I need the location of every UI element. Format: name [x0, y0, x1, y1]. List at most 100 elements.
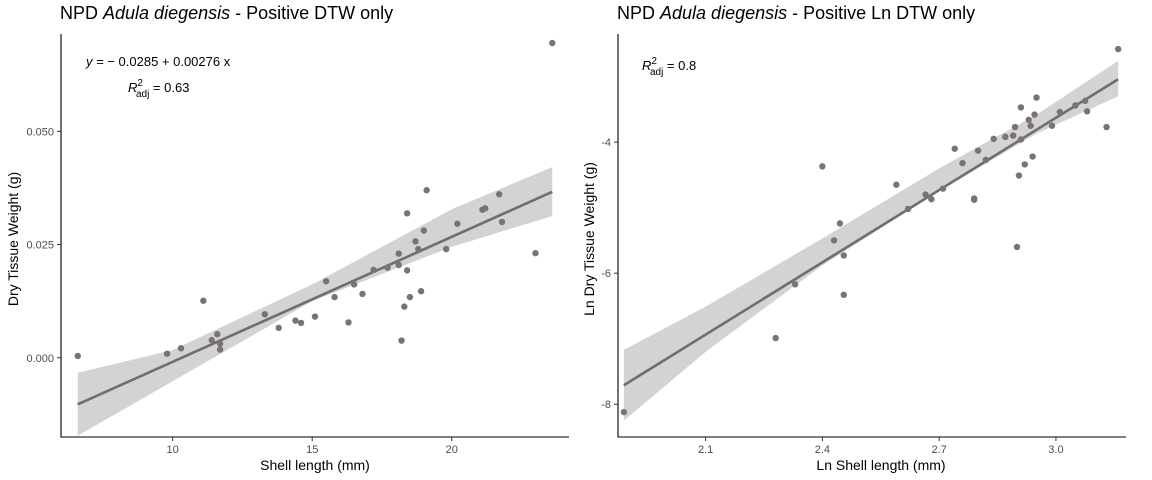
y-tick-label: -4 — [601, 137, 611, 149]
x-axis-label: Shell length (mm) — [260, 457, 370, 473]
data-point — [840, 291, 847, 299]
data-point — [970, 196, 978, 203]
data-point — [498, 218, 506, 226]
r2-symbol: R — [128, 80, 137, 95]
chart-title-species: Adula diegensis — [103, 3, 231, 23]
data-point — [395, 261, 402, 269]
data-point — [840, 252, 847, 259]
data-point — [772, 334, 779, 342]
r-squared-annotation: R2 adj = 0.8 — [642, 56, 696, 78]
data-point — [1021, 161, 1028, 168]
data-point — [384, 264, 391, 271]
r2-value: = 0.63 — [149, 80, 189, 95]
data-point — [532, 249, 539, 257]
y-tick-label: 0.025 — [26, 240, 54, 252]
data-point — [261, 311, 268, 318]
chart-panel-dtw: NPD Adula diegensis - Positive DTW only … — [5, 3, 569, 473]
data-point — [1009, 132, 1017, 139]
data-point — [939, 185, 947, 192]
equation-lhs: y = — [85, 54, 107, 69]
y-tick-label: -8 — [601, 399, 611, 411]
data-point — [893, 181, 900, 188]
data-point — [163, 350, 171, 357]
data-point — [982, 156, 990, 164]
data-point — [791, 281, 799, 288]
x-tick-label: 15 — [306, 444, 318, 456]
data-point — [990, 135, 997, 143]
x-tick-label: 3.0 — [1048, 444, 1063, 456]
r2-subscript: adj — [136, 89, 149, 100]
regression-line — [77, 190, 553, 406]
y-axis-label: Dry Tissue Weight (g) — [5, 172, 21, 306]
data-point — [442, 245, 450, 253]
data-point — [311, 313, 319, 320]
data-point — [1017, 136, 1025, 143]
chart-panel-ln-dtw: NPD Adula diegensis - Positive Ln DTW on… — [576, 0, 1152, 480]
chart-title-prefix: NPD — [60, 3, 104, 23]
x-tick-label: 2.4 — [815, 444, 830, 456]
y-axis-label: Ln Dry Tissue Weight (g) — [581, 162, 597, 316]
regression-equation: y = − 0.0285 + 0.00276 x — [85, 54, 231, 69]
data-point — [974, 147, 982, 154]
data-point — [1115, 45, 1122, 53]
data-point — [417, 287, 425, 295]
data-point — [403, 267, 411, 274]
r2-value: = 0.8 — [663, 58, 696, 73]
data-point — [406, 293, 414, 301]
data-point — [1029, 153, 1036, 160]
chart-title-suffix: - Positive Ln DTW only — [787, 3, 976, 23]
x-axis-label: Ln Shell length (mm) — [816, 457, 945, 473]
regression-line — [623, 78, 1119, 387]
data-point — [275, 324, 282, 332]
chart-plot-area: 2.1 2.4 2.7 3.0-8-6-4 Ln Shell length (mm) … — [581, 34, 1126, 473]
data-point — [200, 297, 207, 304]
data-point — [415, 245, 422, 253]
x-tick-label: 20 — [446, 444, 458, 456]
confidence-band — [77, 167, 553, 436]
chart-title-prefix: NPD — [617, 3, 661, 23]
confidence-band — [623, 60, 1119, 421]
data-point — [1081, 97, 1089, 105]
data-point — [208, 336, 215, 344]
data-point — [1015, 172, 1023, 179]
data-point — [1002, 133, 1009, 141]
data-point — [959, 159, 966, 167]
data-point — [819, 163, 826, 170]
data-point — [454, 220, 461, 227]
data-point — [1048, 122, 1056, 129]
y-tick-label: 0.050 — [26, 126, 54, 138]
data-point — [1033, 94, 1040, 101]
data-point — [297, 319, 305, 327]
data-point — [423, 187, 430, 194]
data-point — [1025, 116, 1032, 124]
data-point — [214, 331, 221, 338]
data-point — [1083, 108, 1091, 115]
data-point — [496, 191, 503, 198]
chart-title: NPD Adula diegensis - Positive DTW only — [60, 3, 393, 24]
chart-title-suffix: - Positive DTW only — [230, 3, 394, 23]
data-point — [331, 293, 338, 301]
data-point — [1103, 123, 1110, 131]
data-point — [420, 227, 428, 234]
data-point — [292, 317, 299, 324]
r-squared-annotation: R2 adj = 0.63 — [128, 78, 189, 100]
r2-symbol: R — [642, 58, 651, 73]
y-tick-label: -6 — [601, 268, 611, 280]
data-point — [904, 205, 912, 213]
r2-subscript: adj — [650, 67, 663, 78]
data-point — [370, 266, 377, 274]
y-tick-label: 0.000 — [26, 353, 54, 365]
data-point — [951, 145, 958, 152]
r2-superscript: 2 — [137, 78, 143, 89]
data-point — [359, 290, 366, 298]
chart-title-species: Adula diegensis — [660, 3, 788, 23]
r2-superscript: 2 — [651, 56, 657, 67]
data-point — [403, 210, 411, 217]
data-point — [395, 250, 402, 257]
data-point — [74, 352, 81, 360]
data-point — [1027, 122, 1034, 129]
data-point — [1031, 111, 1038, 118]
data-point — [836, 220, 844, 227]
data-point — [1056, 108, 1064, 116]
